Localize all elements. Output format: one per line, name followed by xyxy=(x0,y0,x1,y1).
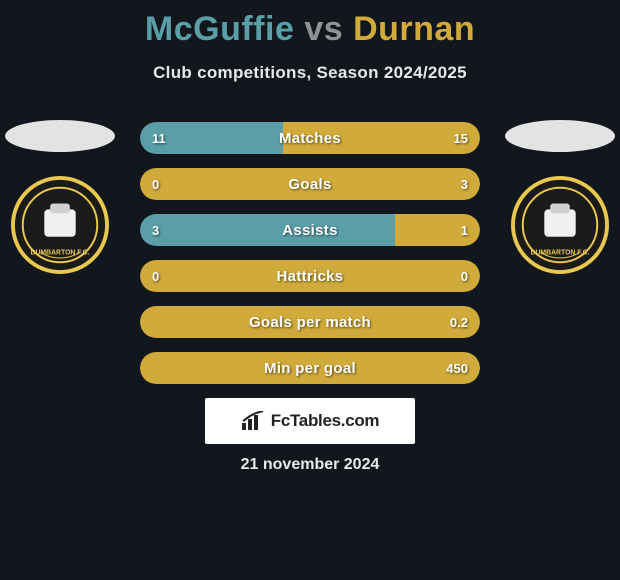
comparison-title: McGuffie vs Durnan xyxy=(0,0,620,49)
stat-value-right: 1 xyxy=(461,214,468,246)
stat-value-left: 0 xyxy=(152,168,159,200)
stat-value-left: 0 xyxy=(152,260,159,292)
stat-value-left: 3 xyxy=(152,214,159,246)
stat-label: Min per goal xyxy=(140,352,480,384)
player2-avatar-wrap: DUMBARTON F.C. xyxy=(500,120,620,274)
stat-row: Min per goal450 xyxy=(140,352,480,384)
svg-text:DUMBARTON F.C.: DUMBARTON F.C. xyxy=(31,249,90,256)
stat-value-right: 3 xyxy=(461,168,468,200)
stat-value-right: 450 xyxy=(446,352,468,384)
stat-value-right: 0.2 xyxy=(450,306,468,338)
stat-value-left: 11 xyxy=(152,122,166,154)
stat-row: Matches11 15 xyxy=(140,122,480,154)
player1-club-badge: DUMBARTON F.C. xyxy=(11,176,109,274)
stat-row: Hattricks0 0 xyxy=(140,260,480,292)
brand-badge: FcTables.com xyxy=(205,398,415,444)
stat-value-right: 0 xyxy=(461,260,468,292)
stat-label: Assists xyxy=(140,214,480,246)
stat-value-right: 15 xyxy=(454,122,468,154)
stat-row: Goals0 3 xyxy=(140,168,480,200)
svg-text:DUMBARTON F.C.: DUMBARTON F.C. xyxy=(531,249,590,256)
stats-container: Matches1115Goals03Assists31Hattricks00Go… xyxy=(140,122,480,398)
stat-label: Matches xyxy=(140,122,480,154)
player2-silhouette xyxy=(505,120,615,152)
stat-label: Goals per match xyxy=(140,306,480,338)
player2-name: Durnan xyxy=(353,10,475,48)
stat-row: Assists3 1 xyxy=(140,214,480,246)
stat-label: Goals xyxy=(140,168,480,200)
stat-row: Goals per match0.2 xyxy=(140,306,480,338)
brand-chart-icon xyxy=(241,411,265,431)
player1-avatar-wrap: DUMBARTON F.C. xyxy=(0,120,120,274)
player2-club-badge: DUMBARTON F.C. xyxy=(511,176,609,274)
player1-name: McGuffie xyxy=(145,10,294,48)
brand-text: FcTables.com xyxy=(271,411,380,431)
date-text: 21 november 2024 xyxy=(0,456,620,474)
subtitle: Club competitions, Season 2024/2025 xyxy=(0,63,620,83)
player1-silhouette xyxy=(5,120,115,152)
vs-text: vs xyxy=(304,10,343,48)
stat-label: Hattricks xyxy=(140,260,480,292)
